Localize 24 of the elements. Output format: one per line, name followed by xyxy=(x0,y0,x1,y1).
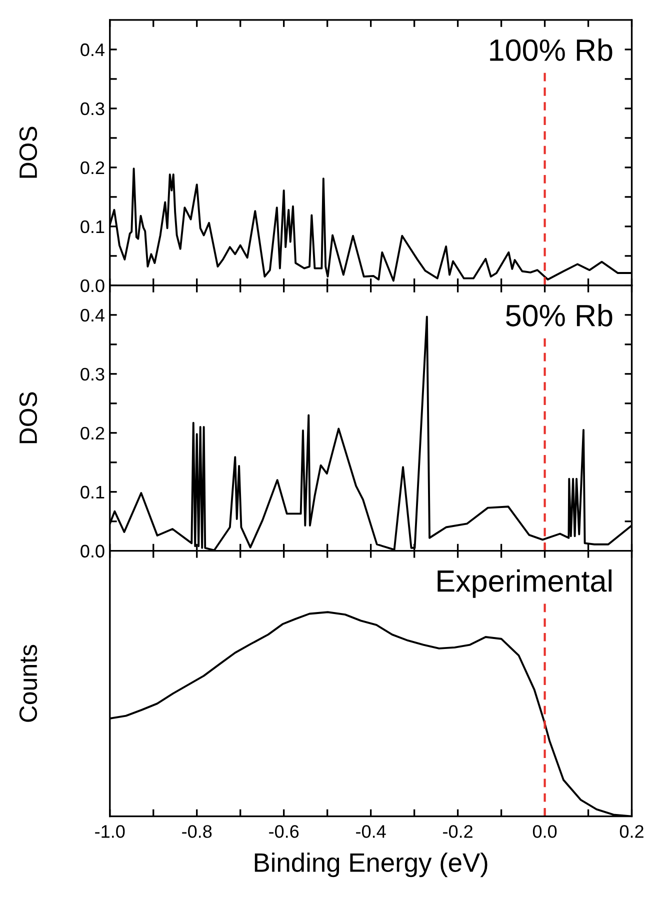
y-tick-label: 0.0 xyxy=(80,544,104,558)
x-tick-label: -0.8 xyxy=(182,825,212,838)
x-tick-label: 0.0 xyxy=(532,825,557,838)
y-tick-label: 0.3 xyxy=(80,102,104,116)
text: Experimental xyxy=(438,569,612,598)
y-tick-label: 0.1 xyxy=(80,220,104,234)
x-tick-label: -0.2 xyxy=(443,825,472,838)
y-tick-label: 0.2 xyxy=(80,161,104,174)
y-axis-title: DOS xyxy=(19,392,38,444)
y-tick-label: 0.0 xyxy=(80,279,104,292)
y-tick-label: 0.1 xyxy=(80,486,104,499)
annotation: 100% Rb xyxy=(490,38,612,61)
annotation: 50% Rb xyxy=(506,304,612,326)
x-axis-title: Binding Energy (eV) xyxy=(254,852,488,878)
x-tick-label: -1.0 xyxy=(95,825,125,838)
y-axis-title: DOS xyxy=(19,126,38,178)
x-tick-label: -0.6 xyxy=(269,825,299,838)
y-axis-title: Counts xyxy=(19,644,38,722)
x-tick-label: 0.2 xyxy=(620,825,644,838)
y-tick-label: 0.4 xyxy=(80,308,104,322)
y-tick-label: 0.3 xyxy=(80,368,104,381)
y-tick-label: 0.4 xyxy=(80,43,104,56)
y-tick-label: 0.2 xyxy=(80,426,104,440)
x-tick-label: -0.4 xyxy=(356,825,386,838)
